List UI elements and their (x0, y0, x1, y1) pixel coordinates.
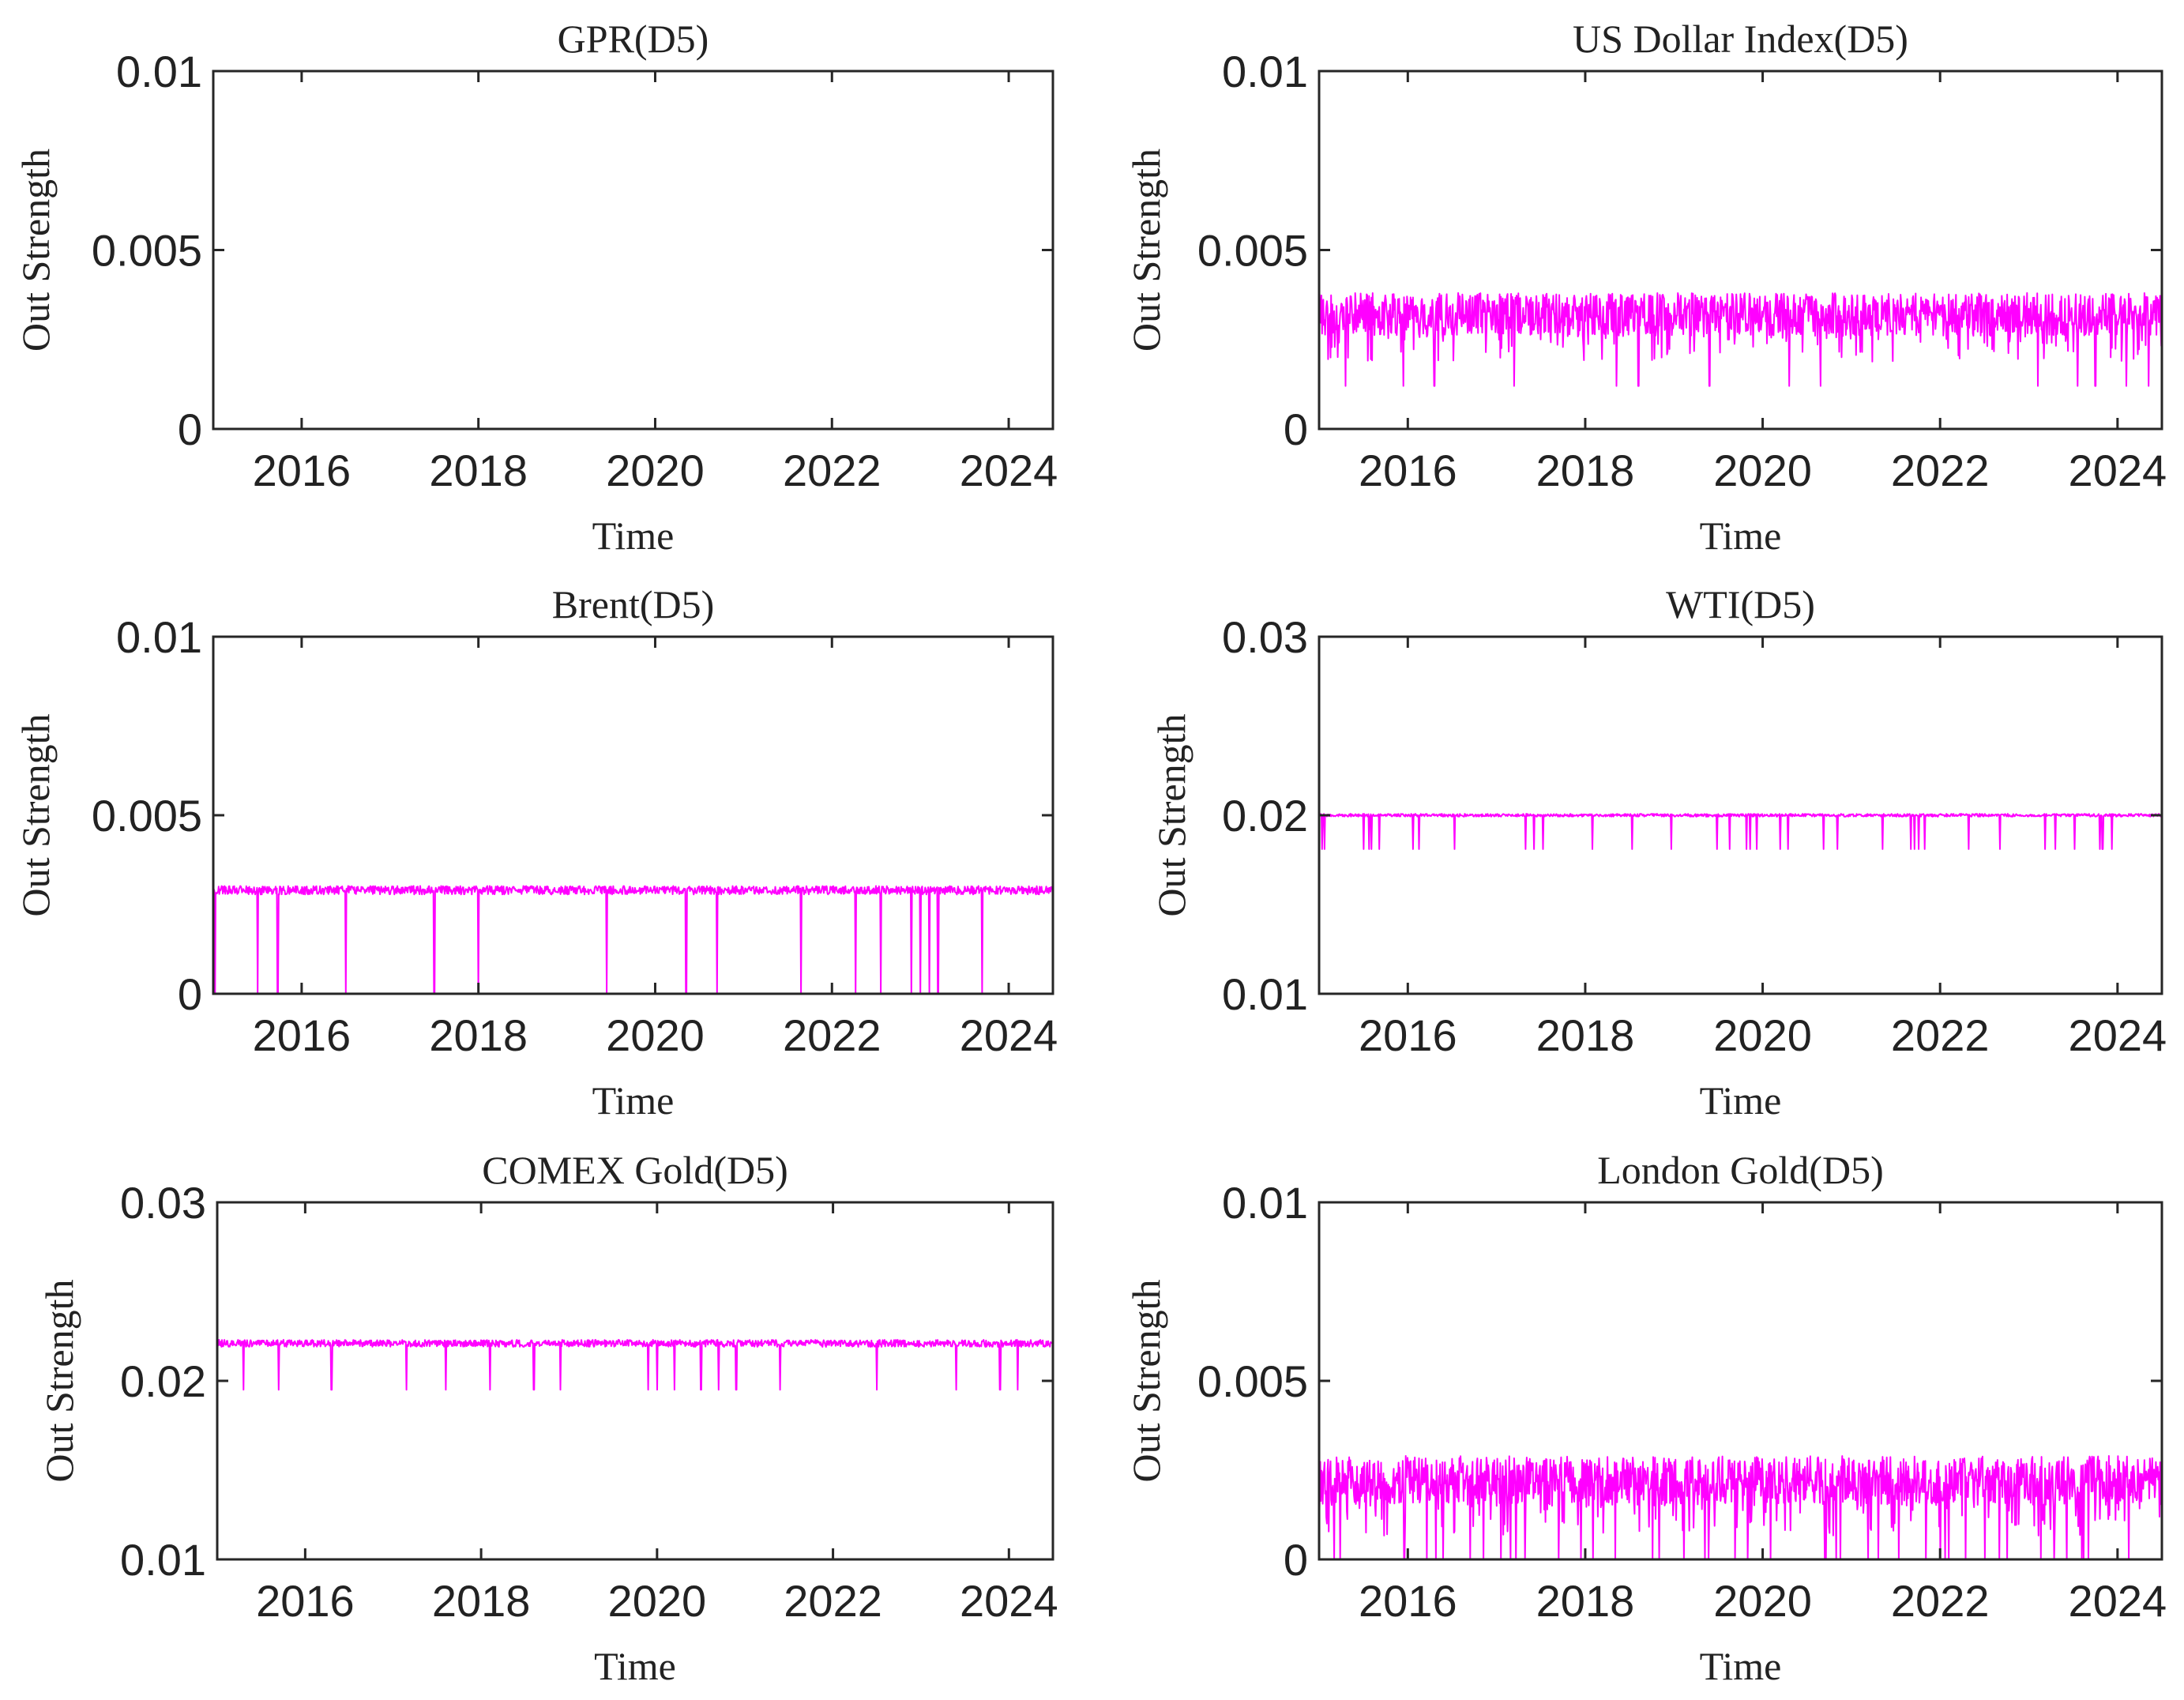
y-tick-label: 0 (178, 404, 202, 454)
series-line-london (1318, 1455, 2163, 1560)
x-tick-label: 2024 (2069, 1010, 2167, 1060)
x-tick-label: 2024 (960, 446, 1058, 495)
x-axis-label: Time (1700, 1078, 1782, 1123)
x-tick-label: 2018 (429, 1010, 528, 1060)
x-tick-label: 2020 (1713, 1010, 1812, 1060)
panel-comex: 2016 2018 2020 2022 2024 0.01 0.02 0.03 COMEX Go… (37, 1148, 1058, 1688)
y-axis-label: Out Strength (1124, 1280, 1168, 1483)
x-tick-label: 2020 (606, 446, 705, 495)
x-tick-label: 2022 (783, 1010, 881, 1060)
series-line-brent (212, 885, 1054, 995)
y-tick-label: 0.005 (92, 791, 202, 841)
plot-frame (1318, 70, 2163, 431)
x-tick-label: 2022 (784, 1576, 882, 1626)
y-tick-label: 0.03 (120, 1178, 206, 1228)
x-tick-label: 2016 (256, 1576, 355, 1626)
y-tick-label: 0.005 (1197, 226, 1308, 276)
plot-frame (212, 635, 1054, 995)
x-tick-label: 2016 (253, 1010, 351, 1060)
y-tick-label: 0 (1284, 1535, 1308, 1585)
x-tick-label: 2016 (1359, 446, 1457, 495)
series-line-wti (1318, 813, 2163, 850)
x-tick-label: 2022 (783, 446, 881, 495)
panel-wti: 2016 2018 2020 2022 2024 0.01 0.02 0.03 WTI(D5) T… (1149, 582, 2167, 1123)
y-tick-label: 0 (178, 969, 202, 1019)
plot-frame (216, 1201, 1054, 1561)
y-axis-label: Out Strength (37, 1280, 81, 1483)
x-tick-label: 2016 (1359, 1576, 1457, 1626)
x-tick-label: 2018 (1536, 446, 1635, 495)
x-tick-label: 2020 (1713, 446, 1812, 495)
plot-frame (1318, 1201, 2163, 1561)
y-axis-label: Out Strength (13, 714, 58, 917)
x-tick-label: 2018 (1536, 1010, 1635, 1060)
y-axis-label: Out Strength (1124, 149, 1168, 352)
x-tick-label: 2020 (606, 1010, 705, 1060)
x-tick-label: 2024 (960, 1576, 1058, 1626)
series-line-comex (216, 1339, 1054, 1391)
y-tick-label: 0.005 (92, 226, 202, 276)
x-tick-label: 2016 (1359, 1010, 1457, 1060)
y-tick-label: 0.01 (116, 47, 202, 96)
y-tick-label: 0.01 (116, 612, 202, 662)
chart-title: WTI(D5) (1666, 582, 1815, 626)
x-axis-label: Time (592, 513, 675, 558)
y-tick-label: 0.01 (1222, 969, 1308, 1019)
x-tick-label: 2016 (253, 446, 351, 495)
chart-title: GPR(D5) (558, 17, 709, 61)
y-axis-label: Out Strength (13, 149, 58, 352)
y-tick-label: 0.01 (1222, 47, 1308, 96)
x-tick-label: 2020 (608, 1576, 707, 1626)
y-tick-label: 0.03 (1222, 612, 1308, 662)
y-tick-label: 0.01 (1222, 1178, 1308, 1228)
y-tick-label: 0.02 (1222, 791, 1308, 841)
x-tick-label: 2020 (1713, 1576, 1812, 1626)
panel-gpr: 2016 2018 2020 2022 2024 0 0.005 0.01 GPR(D5) Tim… (13, 17, 1058, 558)
panel-brent: 2016 2018 2020 2022 2024 0 0.005 0.01 Brent(D5) T… (13, 582, 1058, 1123)
y-tick-label: 0.005 (1197, 1356, 1308, 1406)
chart-title: Brent(D5) (552, 582, 715, 626)
x-tick-label: 2018 (432, 1576, 531, 1626)
x-axis-label: Time (594, 1644, 676, 1688)
x-axis-label: Time (592, 1078, 675, 1123)
series-line-usd (1318, 291, 2163, 387)
plot-frame (212, 70, 1054, 431)
panel-london: 2016 2018 2020 2022 2024 0 0.005 0.01 London Gol… (1124, 1148, 2167, 1688)
y-tick-label: 0.02 (120, 1356, 206, 1406)
x-tick-label: 2022 (1891, 1576, 1990, 1626)
x-axis-label: Time (1700, 513, 1782, 558)
x-tick-label: 2024 (2069, 1576, 2167, 1626)
x-tick-label: 2022 (1891, 446, 1990, 495)
x-axis-label: Time (1700, 1644, 1782, 1688)
x-tick-label: 2018 (429, 446, 528, 495)
chart-title: COMEX Gold(D5) (482, 1148, 788, 1192)
y-axis-label: Out Strength (1149, 714, 1193, 917)
y-tick-label: 0 (1284, 404, 1308, 454)
x-tick-label: 2024 (2069, 446, 2167, 495)
y-tick-label: 0.01 (120, 1535, 206, 1585)
chart-title: US Dollar Index(D5) (1573, 17, 1908, 61)
x-tick-label: 2024 (960, 1010, 1058, 1060)
chart-title: London Gold(D5) (1597, 1148, 1883, 1192)
panel-usd: 2016 2018 2020 2022 2024 0 0.005 0.01 US Dollar … (1124, 17, 2167, 558)
x-tick-label: 2018 (1536, 1576, 1635, 1626)
x-tick-label: 2022 (1891, 1010, 1990, 1060)
